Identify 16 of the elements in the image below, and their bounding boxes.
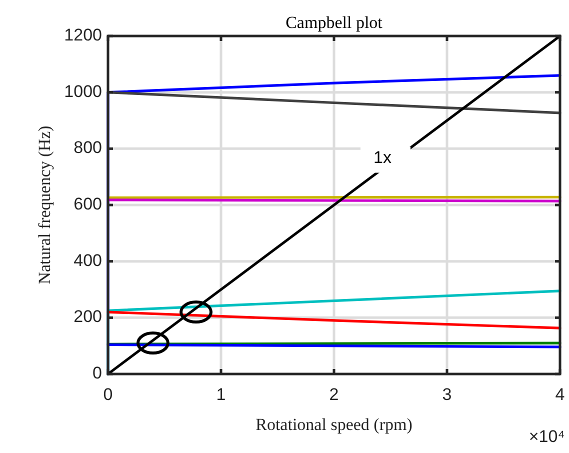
annotation: 1x — [374, 148, 392, 168]
y-tick-label: 0 — [92, 363, 102, 382]
text: ×10⁴ — [528, 427, 565, 446]
chart-title: Campbell plot — [286, 13, 383, 32]
y-tick-label: 400 — [74, 250, 102, 270]
x-tick-label: 2 — [329, 385, 339, 404]
x-tick-label: 1 — [216, 385, 226, 404]
x-axis-title: Rotational speed (rpm) — [256, 415, 412, 434]
y-tick-label: 1000 — [64, 82, 102, 101]
x-tick-label: 3 — [442, 385, 452, 404]
y-tick-label: 600 — [74, 194, 102, 214]
y-tick-label: 200 — [74, 307, 102, 326]
x-tick-label: 4 — [555, 385, 565, 404]
y-tick-label: 1200 — [64, 25, 102, 44]
y-axis-title: Natural frequency (Hz) — [35, 126, 54, 284]
y-tick-label: 800 — [74, 138, 102, 158]
